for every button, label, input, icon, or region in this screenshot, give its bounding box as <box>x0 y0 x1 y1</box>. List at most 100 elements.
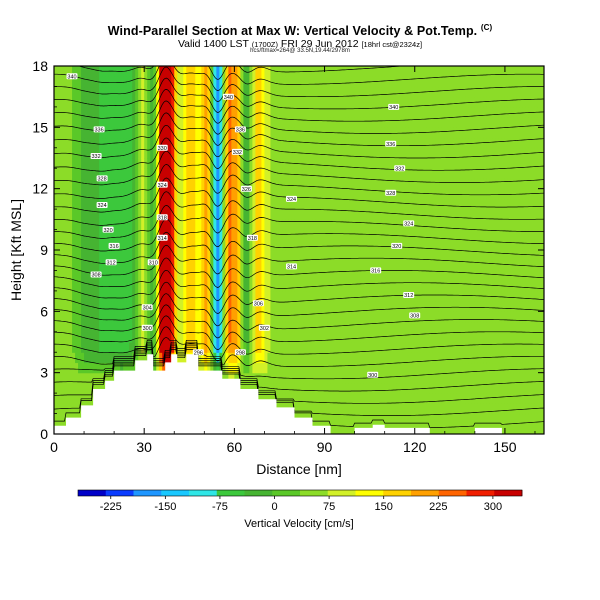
field-cell <box>408 331 413 343</box>
field-cell <box>408 86 413 98</box>
field-cell <box>57 290 61 302</box>
field-cell <box>315 209 320 220</box>
field-cell <box>432 362 437 374</box>
field-cell <box>375 352 380 364</box>
field-cell <box>396 280 401 292</box>
field-cell <box>438 311 443 323</box>
field-cell <box>345 393 350 404</box>
field-cell <box>339 311 344 323</box>
field-cell <box>261 66 266 77</box>
field-cell <box>297 270 302 282</box>
field-cell <box>192 137 196 149</box>
field-cell <box>342 423 347 434</box>
field-cell <box>207 290 211 302</box>
field-cell <box>327 66 332 77</box>
field-cell <box>312 250 317 261</box>
field-cell <box>240 311 244 323</box>
field-cell <box>396 158 401 169</box>
field-cell <box>228 96 232 108</box>
field-cell <box>333 393 338 404</box>
field-cell <box>423 321 428 333</box>
field-cell <box>60 372 64 384</box>
field-cell <box>111 270 115 282</box>
field-cell <box>60 413 64 425</box>
field-cell <box>210 239 214 251</box>
field-cell <box>189 321 193 333</box>
field-cell <box>258 280 263 292</box>
field-cell <box>72 372 76 384</box>
field-cell <box>456 301 461 312</box>
field-cell <box>261 178 266 190</box>
field-cell <box>342 137 347 149</box>
field-cell <box>243 158 247 169</box>
field-cell <box>405 168 410 180</box>
field-cell <box>465 106 470 118</box>
field-cell <box>420 66 425 77</box>
field-cell <box>453 352 458 364</box>
field-cell <box>462 321 467 333</box>
field-cell <box>84 76 88 88</box>
field-cell <box>315 270 320 282</box>
field-cell <box>288 127 293 139</box>
field-cell <box>105 117 109 128</box>
field-cell <box>384 96 389 108</box>
field-cell <box>66 362 70 374</box>
field-cell <box>120 239 124 251</box>
field-cell <box>435 106 440 118</box>
field-cell <box>111 280 115 292</box>
field-cell <box>432 403 437 415</box>
field-cell <box>210 198 214 210</box>
field-cell <box>306 106 311 118</box>
field-cell <box>132 321 136 333</box>
field-cell <box>78 86 82 98</box>
field-cell <box>264 117 269 128</box>
field-cell <box>192 270 196 282</box>
field-cell <box>156 362 160 374</box>
field-cell <box>255 76 260 88</box>
field-cell <box>75 311 79 323</box>
field-cell <box>456 331 461 343</box>
field-cell <box>402 301 407 312</box>
field-cell <box>390 158 395 169</box>
field-cell <box>468 423 473 434</box>
field-cell <box>159 331 163 343</box>
field-cell <box>129 331 133 343</box>
field-cell <box>402 188 407 200</box>
field-cell <box>177 117 181 128</box>
field-cell <box>411 250 416 261</box>
field-cell <box>444 106 449 118</box>
field-cell <box>105 137 109 149</box>
field-cell <box>189 137 193 149</box>
field-cell <box>93 301 97 312</box>
field-cell <box>60 280 64 292</box>
field-cell <box>186 321 190 333</box>
field-cell <box>189 106 193 118</box>
field-cell <box>201 168 205 180</box>
field-cell <box>225 198 229 210</box>
field-cell <box>117 127 121 139</box>
field-cell <box>84 362 88 374</box>
field-cell <box>69 403 73 415</box>
field-cell <box>432 311 437 323</box>
field-cell <box>318 372 323 384</box>
field-cell <box>282 382 287 394</box>
field-cell <box>93 117 97 128</box>
field-cell <box>297 331 302 343</box>
field-cell <box>63 158 67 169</box>
field-cell <box>165 331 169 343</box>
field-cell <box>120 137 124 149</box>
field-cell <box>141 290 145 302</box>
field-cell <box>306 331 311 343</box>
field-cell <box>216 117 220 128</box>
field-cell <box>318 260 323 272</box>
field-cell <box>132 311 136 323</box>
field-cell <box>204 229 208 241</box>
field-cell <box>219 76 223 88</box>
field-cell <box>165 96 169 108</box>
field-cell <box>339 393 344 404</box>
field-cell <box>321 229 326 241</box>
field-cell <box>183 188 187 200</box>
field-cell <box>201 66 205 77</box>
field-cell <box>267 372 272 384</box>
field-cell <box>468 188 473 200</box>
